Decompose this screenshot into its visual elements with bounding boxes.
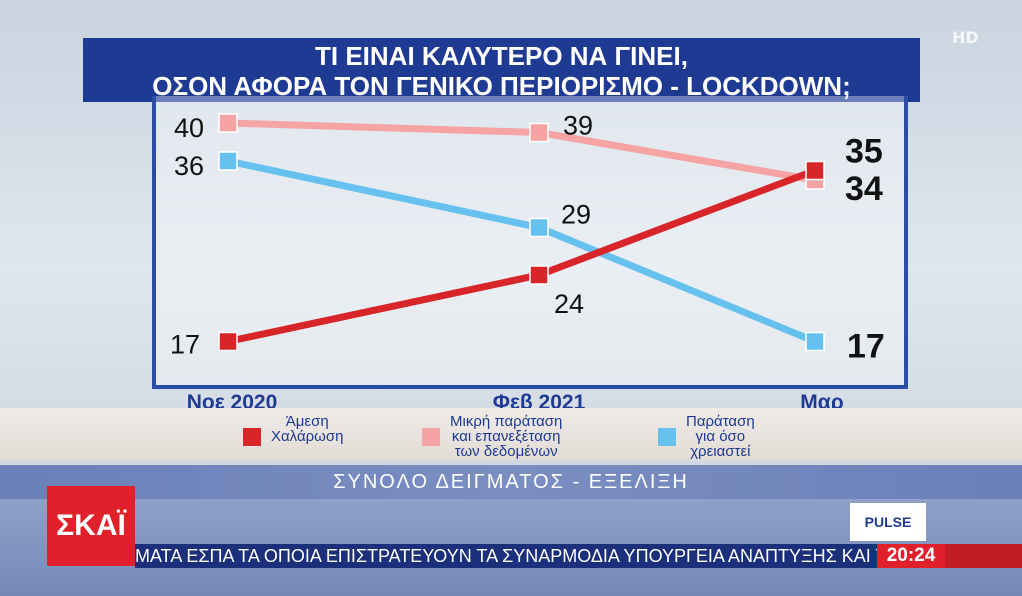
legend-label-0: Άμεση Χαλάρωση [271, 413, 344, 445]
legend-swatch-0 [243, 428, 261, 446]
legend-swatch-2 [658, 428, 676, 446]
legend-label-2: Παράταση για όσο χρειαστεί [686, 413, 755, 460]
data-point-0-1 [529, 265, 549, 285]
data-point-1-0 [218, 113, 238, 133]
data-label-1-1: 39 [563, 111, 593, 141]
data-point-2-1 [529, 217, 549, 238]
legend-item-1: Μικρή παράταση και επανεξέταση των δεδομ… [422, 414, 562, 459]
legend-swatch-1 [422, 428, 440, 446]
subtitle-bar: ΣΥΝΟΛΟ ΔΕΙΓΜΑΤΟΣ - ΕΞΕΛΙΞΗ [0, 465, 1022, 499]
ticker-end-bar [945, 544, 1022, 568]
news-ticker: ΜΑΤΑ ΕΣΠΑ ΤΑ ΟΠΟΙΑ ΕΠΙΣΤΡΑΤΕΥΟΥΝ ΤΑ ΣΥΝΑ… [135, 544, 880, 568]
data-label-1-2: 34 [845, 170, 883, 208]
data-label-1-0: 40 [174, 113, 204, 143]
series-line-2 [227, 157, 817, 345]
data-point-0-2 [805, 160, 825, 181]
series-line-1 [227, 119, 816, 184]
hd-badge: HD [952, 28, 979, 47]
plot-frame [152, 96, 908, 389]
data-label-0-0: 17 [170, 330, 200, 360]
legend-label-1: Μικρή παράταση και επανεξέταση των δεδομ… [450, 413, 563, 460]
data-point-2-0 [218, 151, 238, 171]
pollster-logo: PULSE [850, 503, 926, 541]
data-label-0-1: 24 [554, 289, 584, 319]
data-label-2-2: 17 [847, 328, 885, 366]
channel-logo: ΣΚΑΪ [47, 486, 135, 566]
data-point-2-2 [805, 331, 825, 352]
data-point-1-1 [529, 122, 549, 143]
chart-title-line-1: ΤΙ ΕΙΝΑΙ ΚΑΛΥΤΕΡΟ ΝΑ ΓΙΝΕΙ, [315, 41, 688, 71]
data-label-2-1: 29 [561, 200, 591, 230]
legend-shelf [0, 408, 1022, 460]
data-point-0-0 [218, 331, 238, 352]
data-label-0-2: 35 [845, 133, 883, 171]
legend-item-0: Άμεση Χαλάρωση [243, 414, 343, 446]
legend-item-2: Παράταση για όσο χρειαστεί [658, 414, 755, 459]
chart-title: ΤΙ ΕΙΝΑΙ ΚΑΛΥΤΕΡΟ ΝΑ ΓΙΝΕΙ, ΟΣΟΝ ΑΦΟΡΑ Τ… [83, 38, 920, 102]
chart-title-line-2: ΟΣΟΝ ΑΦΟΡΑ ΤΟΝ ΓΕΝΙΚΟ ΠΕΡΙΟΡΙΣΜΟ - LOCKD… [152, 71, 851, 101]
series-line-0 [227, 167, 817, 345]
data-label-2-0: 36 [174, 151, 204, 181]
clock: 20:24 [877, 544, 945, 568]
